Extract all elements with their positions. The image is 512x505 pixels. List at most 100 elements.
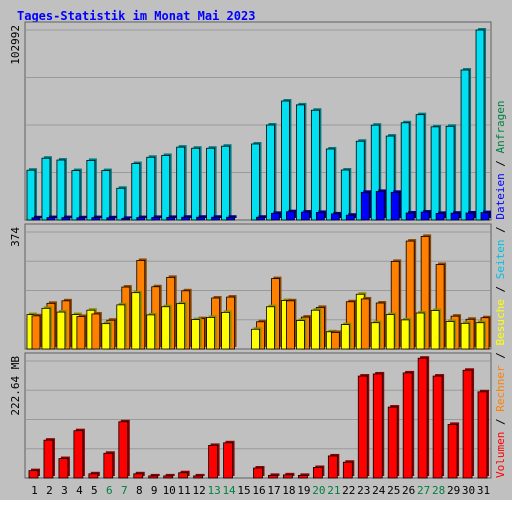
- bar-volumen-day-18-shadow: [285, 472, 295, 476]
- legend-item-rechner: Rechner: [494, 365, 507, 412]
- bar-dateien-day-1: [31, 217, 41, 221]
- bar-volumen-day-12: [193, 475, 204, 479]
- bar-anfragen-day-29: [445, 125, 455, 221]
- bar-anfragen-day-2: [41, 157, 51, 221]
- x-tick-label-8: 8: [136, 484, 143, 497]
- bar-volumen-day-26: [402, 372, 413, 479]
- bar-anfragen-day-11: [176, 146, 186, 221]
- legend-separator: /: [494, 220, 507, 240]
- bar-volumen-day-22: [342, 461, 353, 479]
- legend-separator: /: [494, 412, 507, 432]
- bar-anfragen-day-5: [86, 160, 96, 221]
- bar-dateien-day-4: [76, 217, 86, 221]
- bar-besuche-day-30: [460, 322, 470, 350]
- bar-besuche-day-13: [206, 317, 215, 350]
- bar-anfragen-day-17: [266, 124, 275, 221]
- x-tick-label-27: 27: [417, 484, 430, 497]
- bar-dateien-day-10: [166, 217, 176, 221]
- x-tick-label-25: 25: [387, 484, 400, 497]
- bar-dateien-day-10-shadow: [168, 215, 177, 218]
- bar-dateien-day-6: [106, 217, 116, 221]
- x-tick-label-26: 26: [402, 484, 415, 497]
- bar-besuche-day-8: [131, 292, 141, 350]
- bar-anfragen-day-3: [56, 159, 66, 221]
- x-tick-label-21: 21: [327, 484, 340, 497]
- bar-anfragen-day-24: [370, 124, 380, 221]
- bar-anfragen-day-16: [251, 143, 260, 221]
- bar-rechner-day-25: [390, 261, 400, 350]
- x-tick-label-7: 7: [121, 484, 128, 497]
- bar-dateien-day-4-shadow: [78, 215, 87, 218]
- panel-scale-label: 374: [9, 227, 22, 247]
- bar-dateien-day-3-shadow: [63, 215, 72, 218]
- bar-dateien-day-9-shadow: [153, 215, 162, 218]
- bar-volumen-day-9: [148, 475, 159, 479]
- panel-requests_files: 102992: [9, 21, 492, 221]
- bar-volumen-day-23: [357, 375, 368, 479]
- bar-besuche-day-29: [445, 321, 455, 350]
- bar-volumen-day-2: [43, 439, 54, 479]
- legend-item-seiten: Seiten: [494, 240, 507, 280]
- bar-rechner-day-1: [31, 315, 41, 350]
- bar-dateien-day-18: [286, 211, 295, 221]
- bar-rechner-day-5: [91, 313, 101, 350]
- x-tick-label-2: 2: [46, 484, 53, 497]
- bar-besuche-day-14: [221, 311, 230, 350]
- x-tick-label-6: 6: [106, 484, 113, 497]
- bar-besuche-day-22: [340, 324, 350, 350]
- bar-rechner-day-26: [405, 240, 415, 350]
- bar-anfragen-day-18: [281, 100, 290, 221]
- bar-dateien-day-2: [46, 217, 56, 221]
- x-tick-label-29: 29: [447, 484, 460, 497]
- bar-dateien-day-16-shadow: [258, 215, 267, 218]
- bar-dateien-day-11-shadow: [183, 215, 192, 218]
- x-tick-label-17: 17: [267, 484, 280, 497]
- bar-volumen-day-5: [88, 473, 99, 479]
- bar-volumen-day-10: [163, 475, 174, 479]
- bar-dateien-day-29: [450, 212, 460, 221]
- bar-anfragen-day-20: [310, 109, 320, 221]
- bar-volumen-day-9-shadow: [150, 473, 160, 476]
- bar-besuche-day-9: [146, 314, 156, 350]
- bar-anfragen-day-27: [415, 114, 425, 221]
- bar-anfragen-day-21: [325, 148, 335, 221]
- bar-besuche-day-17: [266, 306, 275, 350]
- panel-scale-label: 102992: [9, 25, 22, 65]
- x-tick-label-15: 15: [237, 484, 250, 497]
- x-tick-label-9: 9: [151, 484, 158, 497]
- x-tick-label-31: 31: [477, 484, 490, 497]
- legend-item-dateien: Dateien: [494, 173, 507, 219]
- x-tick-label-30: 30: [462, 484, 475, 497]
- bar-volumen-day-1: [28, 470, 39, 479]
- bar-dateien-day-25: [390, 191, 400, 221]
- x-tick-label-20: 20: [312, 484, 325, 497]
- bar-dateien-day-27: [420, 211, 430, 221]
- legend-text: Volumen / Rechner / Besuche / Seiten / D…: [494, 100, 507, 478]
- bar-anfragen-day-19: [296, 104, 305, 221]
- bar-volumen-day-16: [253, 467, 263, 479]
- bar-rechner-day-18: [286, 300, 295, 350]
- bar-rechner-day-23: [360, 298, 370, 350]
- bar-besuche-day-6: [101, 323, 111, 350]
- x-tick-label-23: 23: [357, 484, 370, 497]
- bar-volumen-day-29: [447, 423, 458, 479]
- bar-rechner-day-4: [76, 316, 86, 350]
- bar-dateien-day-3: [61, 217, 71, 221]
- legend-item-anfragen: Anfragen: [494, 100, 507, 153]
- bar-besuche-day-12: [191, 319, 201, 350]
- bar-besuche-day-7: [116, 304, 126, 350]
- x-tick-label-12: 12: [193, 484, 206, 497]
- bar-dateien-day-13-shadow: [213, 215, 222, 218]
- bar-dateien-day-31: [480, 212, 490, 221]
- legend-item-volumen: Volumen: [494, 432, 507, 478]
- bar-rechner-day-28: [435, 264, 445, 350]
- bar-volumen-day-19: [298, 474, 308, 479]
- legend-separator: /: [494, 153, 507, 173]
- bar-dateien-day-6-shadow: [108, 215, 117, 218]
- bar-volumen-day-28: [432, 375, 443, 479]
- x-tick-label-4: 4: [76, 484, 83, 497]
- bar-volumen-day-14: [223, 442, 233, 479]
- bar-dateien-day-30: [465, 212, 475, 221]
